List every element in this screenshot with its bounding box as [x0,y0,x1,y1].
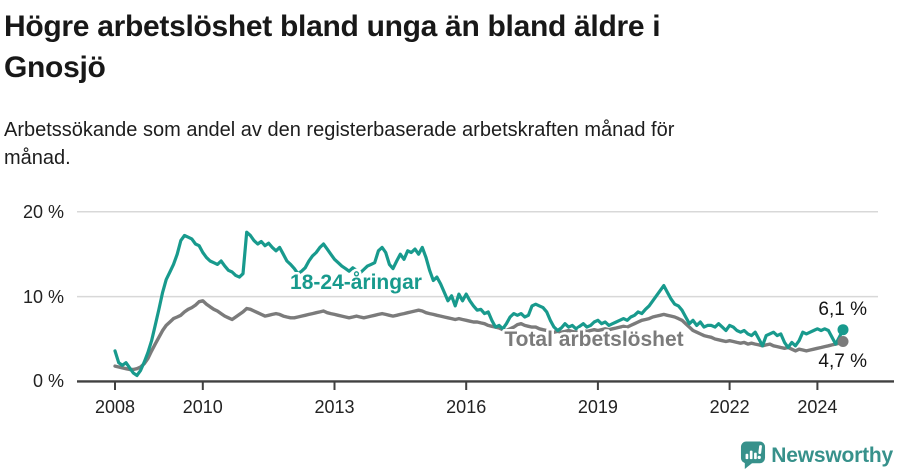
chart-subtitle-line2: månad. [4,147,71,169]
x-axis-label-2022: 2022 [710,397,750,417]
chart-subtitle: Arbetssökande som andel av den registerb… [4,116,674,172]
total-end-dot [837,336,849,347]
x-axis-label-2008: 2008 [95,397,135,417]
youth-end-value: 6,1 % [818,299,867,320]
newsworthy-bubble-chart-icon [741,441,766,469]
page-title-line1: Högre arbetslöshet bland unga än bland ä… [4,10,661,43]
page-title-line2: Gnosjö [4,51,106,85]
x-axis-label-2016: 2016 [446,397,486,417]
x-axis-label-2013: 2013 [314,397,354,417]
total-end-value: 4,7 % [818,351,867,372]
series-label-total: Total arbetslöshet [504,328,683,351]
x-axis-ticks [114,381,819,390]
y-axis-label-10: 10 % [23,287,64,307]
youth-unemployment-line [113,230,845,378]
youth-end-dot [837,324,849,336]
x-axis-label-2010: 2010 [183,397,223,417]
chart-subtitle-line1: Arbetssökande som andel av den registerb… [4,119,675,141]
newsworthy-logo[interactable]: Newsworthy [740,441,893,470]
x-axis-label-2024: 2024 [797,397,837,417]
x-axis-label-2019: 2019 [578,397,618,417]
y-axis-label-20: 20 % [23,202,64,222]
total-unemployment-line [113,299,845,372]
y-axis-label-0: 0 % [33,371,64,391]
page-title: Högre arbetslöshet bland unga än bland ä… [4,6,661,89]
series-label-youth: 18-24-åringar [290,271,422,294]
newsworthy-brand-name: Newsworthy [771,443,893,467]
